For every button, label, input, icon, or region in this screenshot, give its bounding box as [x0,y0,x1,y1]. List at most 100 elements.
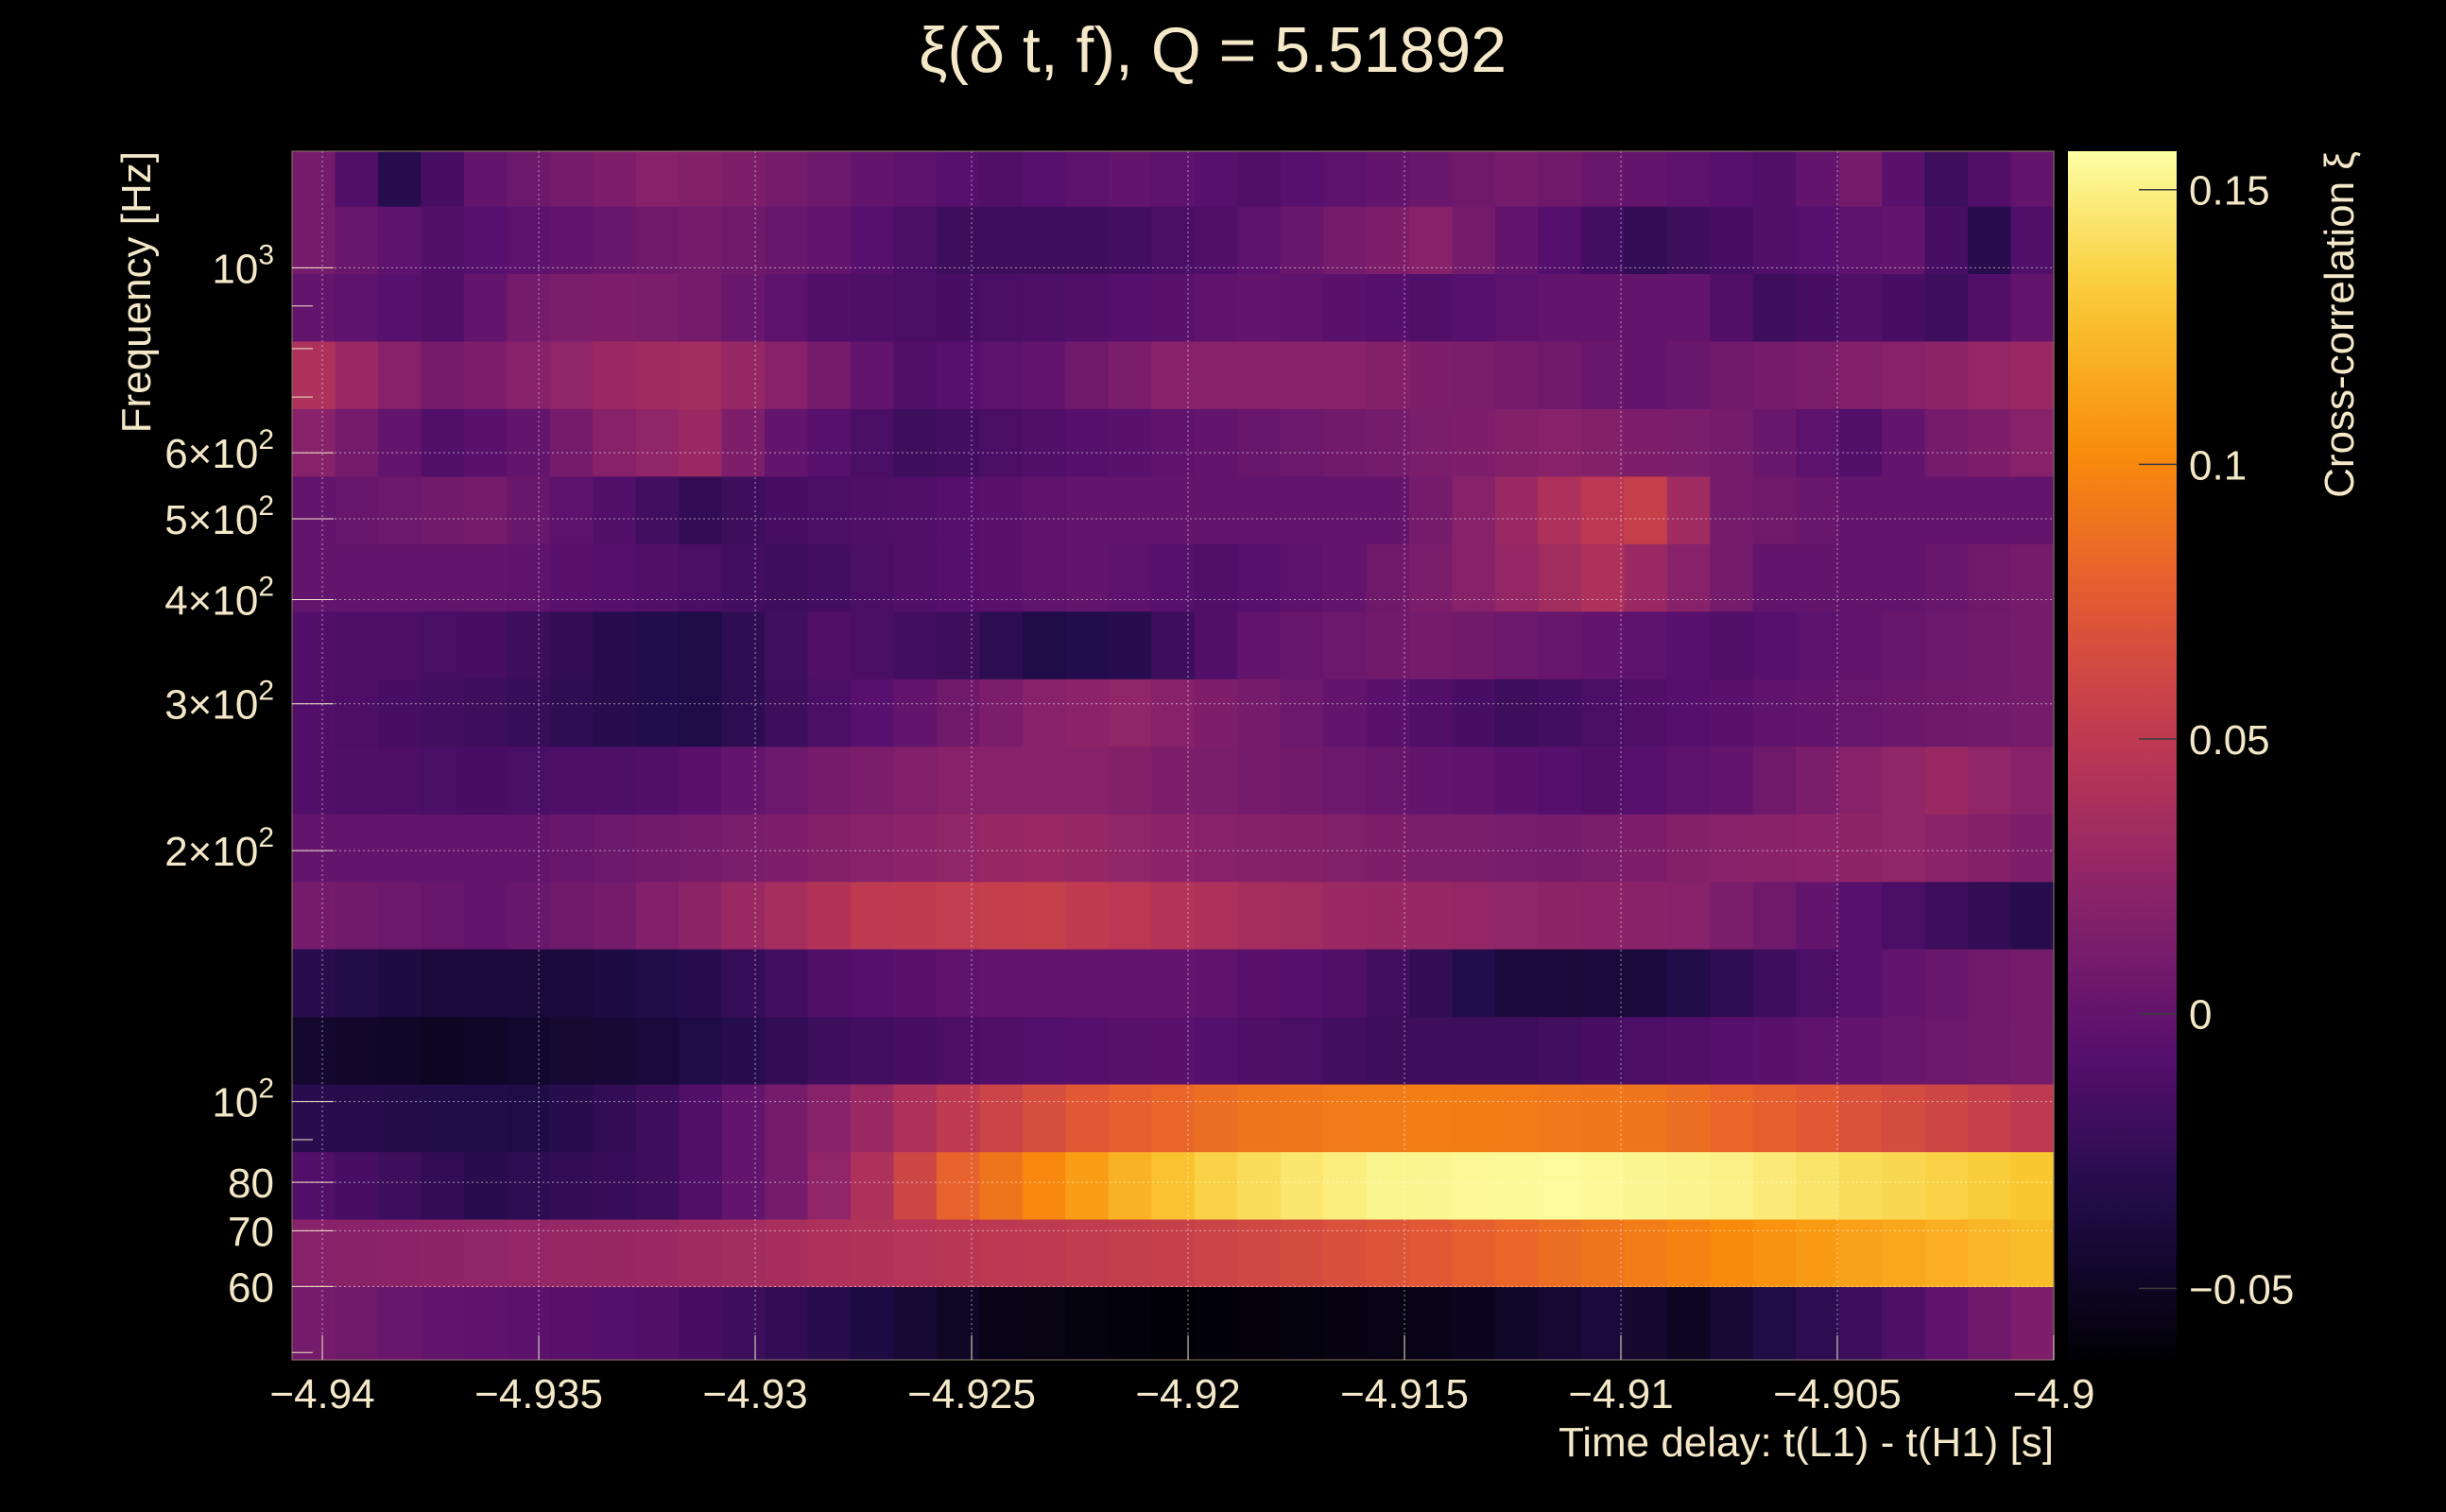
heatmap-cell [1968,543,2012,612]
heatmap-cell [1838,1218,1883,1287]
heatmap-cell [1409,948,1454,1018]
heatmap-cell [1065,408,1110,477]
heatmap-cell [335,340,379,409]
heatmap-cell [1624,814,1668,883]
heatmap-cell [721,1286,766,1361]
grid-lines [292,151,2055,1360]
colorbar-tick-label: 0.05 [2189,717,2270,764]
heatmap-cell [1838,475,1883,544]
heatmap-cell [1580,1286,1625,1361]
heatmap-cell [1624,881,1668,950]
heatmap-cell [463,1016,508,1085]
heatmap-cell [679,408,723,477]
heatmap-cell [549,814,594,883]
heatmap-cell [593,543,637,612]
heatmap-cell [1710,679,1754,747]
heatmap-cell [1280,1083,1324,1153]
heatmap-cell [1022,151,1066,207]
heatmap-cell [1237,340,1282,409]
heatmap-cell [1366,1016,1410,1085]
heatmap-cell [1882,408,1926,477]
heatmap-cell [1452,814,1496,883]
heatmap-cell [1752,273,1797,342]
heatmap-cell [1796,408,1840,477]
heatmap-cell [1108,948,1152,1018]
heatmap-cell [679,543,723,612]
heatmap-cell [335,1016,379,1085]
heatmap-cell [1710,475,1754,544]
heatmap-cell [1280,814,1324,883]
heatmap-cell [807,814,852,883]
heatmap-cell [292,746,336,815]
heatmap-cell [292,543,336,612]
heatmap-cell [721,543,766,612]
heatmap-cell [1237,475,1282,544]
heatmap-cell [1065,746,1110,815]
heatmap-cell [1366,1286,1410,1361]
heatmap-cell [2010,543,2055,612]
heatmap-cell [1366,679,1410,747]
heatmap-cell [1752,475,1797,544]
heatmap-cell [593,881,637,950]
heatmap-cell [1580,543,1625,612]
heatmap-cell [1882,151,1926,207]
heatmap-cell [421,1218,465,1287]
heatmap-cell [936,610,981,679]
heatmap-cell [1452,881,1496,950]
heatmap-cell [1237,610,1282,679]
heatmap-cell [1968,206,2012,274]
heatmap-cell [1580,206,1625,274]
heatmap-cell [1280,679,1324,747]
heatmap-cell [1882,1016,1926,1085]
heatmap-cell [1280,746,1324,815]
heatmap-cell [1494,1083,1540,1153]
heatmap-cell [593,746,637,815]
heatmap-cell [807,881,852,950]
heatmap-cell [1968,814,2012,883]
heatmap-cell [807,543,852,612]
heatmap-cell [1538,273,1582,342]
heatmap-cell [893,1083,938,1153]
heatmap-cell [292,475,336,544]
heatmap-cell [335,273,379,342]
heatmap-cell [1968,340,2012,409]
heatmap-cell [593,1218,637,1287]
heatmap-cell [1666,475,1711,544]
heatmap-cell [1065,1151,1110,1220]
heatmap-cell [1065,679,1110,747]
heatmap-cell [1280,1151,1324,1220]
heatmap-cell [1580,1218,1625,1287]
chart-title: ξ(δ t, f), Q = 5.51892 [919,14,1507,86]
heatmap-cell [765,1083,809,1153]
heatmap-cell [463,1218,508,1287]
heatmap-cell [421,1151,465,1220]
heatmap-cell [1280,1016,1324,1085]
heatmap-cell [936,206,981,274]
heatmap-cell [1538,1151,1582,1220]
heatmap-cell [851,814,895,883]
heatmap-cell [1710,206,1754,274]
heatmap-cell [635,543,680,612]
heatmap-cell [1022,1016,1066,1085]
heatmap-cell [1752,543,1797,612]
heatmap-cell [292,340,336,409]
heatmap-cell [893,273,938,342]
heatmap-cell [1924,340,1969,409]
heatmap-cell [1882,543,1926,612]
plot-frame [291,150,2055,1361]
heatmap-cell [1752,1218,1797,1287]
colorbar-label: Cross-correlation ξ [2317,151,2363,498]
heatmap-cell [1108,1083,1152,1153]
heatmap-cell [1452,1083,1496,1153]
heatmap-cell [377,1151,422,1220]
heatmap-cell [507,1016,551,1085]
heatmap-cell [1108,206,1152,274]
heatmap-cell [1666,1151,1711,1220]
heatmap-cell [463,543,508,612]
heatmap-cell [765,1218,809,1287]
heatmap-cell [807,1151,852,1220]
heatmap-cell [807,679,852,747]
heatmap-cell [1538,881,1582,950]
heatmap-cell [1752,881,1797,950]
heatmap-cell [1538,151,1582,207]
